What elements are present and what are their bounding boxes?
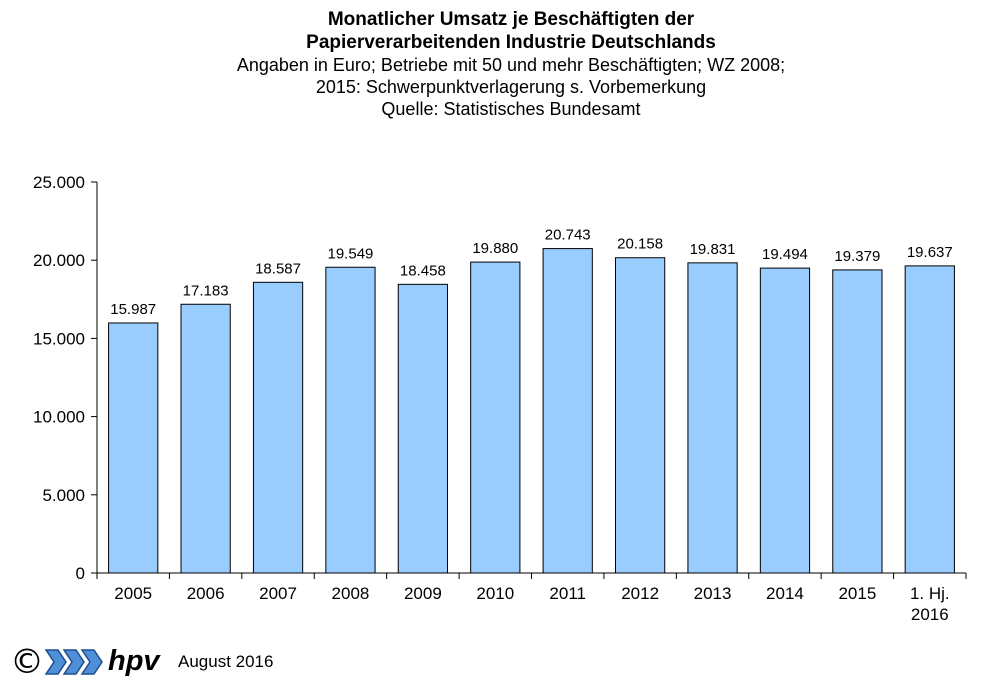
bar-value-label: 20.743	[545, 227, 591, 244]
bar	[325, 266, 376, 574]
bar-value-label: 18.587	[255, 260, 301, 277]
y-axis-tick-label: 5.000	[42, 486, 85, 505]
bar	[687, 262, 738, 574]
x-axis-category-label: 2007	[259, 584, 297, 603]
y-axis-tick-label: 25.000	[33, 173, 85, 192]
bar-value-label: 19.637	[907, 244, 953, 261]
x-axis-category-label: 1. Hj. 2016	[910, 584, 950, 624]
bar-value-label: 17.183	[183, 282, 229, 299]
x-axis-category-label: 2013	[694, 584, 732, 603]
x-axis-category-label: 2014	[766, 584, 804, 603]
bar	[470, 261, 521, 574]
x-axis-category-label: 2009	[404, 584, 442, 603]
bar	[542, 248, 593, 574]
chart-title-line-1: Monatlicher Umsatz je Beschäftigten der	[327, 9, 695, 30]
bar-value-label: 19.494	[762, 246, 808, 263]
bar-value-label: 18.458	[400, 262, 446, 279]
x-axis-category-label: 2005	[114, 584, 152, 603]
hpv-logo-chevrons-icon	[44, 649, 103, 675]
y-axis-tick-label: 20.000	[33, 251, 85, 270]
bar-chart: 0 5.000 10.000 15.000 20.000 25.000 15.987 2005…	[33, 173, 967, 624]
bar-value-label: 20.158	[617, 236, 663, 253]
bar-value-label: 19.379	[834, 248, 880, 265]
x-axis-category-label: 2008	[332, 584, 370, 603]
bar	[108, 322, 159, 574]
x-axis-category-label: 2006	[187, 584, 225, 603]
x-axis-category-label: 2010	[476, 584, 514, 603]
bar-value-label: 19.831	[690, 241, 736, 258]
bar	[252, 281, 304, 574]
y-axis-tick-label: 0	[76, 564, 85, 583]
bar-value-label: 19.549	[328, 245, 374, 262]
bar	[397, 283, 448, 574]
bar-value-label: 19.880	[472, 240, 518, 257]
bar	[832, 269, 883, 574]
footer-date: August 2016	[178, 652, 274, 671]
bar	[180, 303, 231, 574]
hpv-logo: hpv	[108, 645, 161, 677]
footer: © hpv August 2016	[10, 642, 273, 682]
chart-subtitle-line-1: Angaben in Euro; Betriebe mit 50 und meh…	[236, 55, 786, 75]
x-axis-category-label: 2015	[838, 584, 876, 603]
bar	[904, 265, 955, 574]
bar	[615, 257, 666, 574]
x-axis-category-label: 2012	[621, 584, 659, 603]
bar-value-label: 15.987	[110, 301, 156, 318]
x-axis-category-label: 2011	[549, 584, 586, 603]
chart-subtitle-line-3: Quelle: Statistisches Bundesamt	[381, 99, 641, 119]
chart-subtitle-line-2: 2015: Schwerpunktverlagerung s. Vorbemer…	[315, 77, 707, 97]
chart-title-line-2: Papierverarbeitenden Industrie Deutschla…	[306, 32, 716, 53]
chart-titles: Monatlicher Umsatz je Beschäftigten der …	[0, 8, 982, 120]
y-axis-tick-label: 15.000	[33, 329, 85, 348]
copyright-icon: ©	[10, 642, 44, 682]
bar	[759, 267, 811, 574]
hpv-logo-text: hpv	[108, 645, 161, 677]
y-axis-tick-label: 10.000	[33, 408, 85, 427]
